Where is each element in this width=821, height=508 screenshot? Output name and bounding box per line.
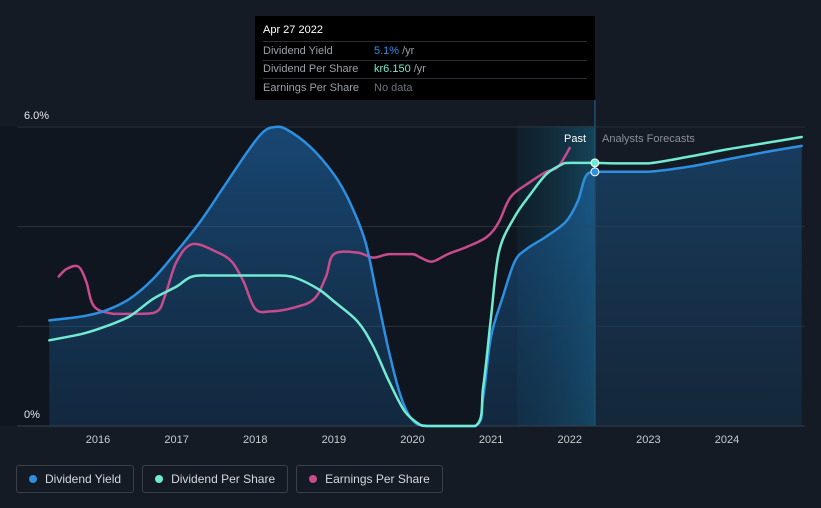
x-tick-label: 2022 (558, 434, 582, 446)
legend-item-earnings-per-share[interactable]: Earnings Per Share (296, 465, 443, 493)
y-tick-label: 0% (24, 409, 40, 421)
past-region-label: Past (564, 133, 586, 145)
tooltip-unit: /yr (413, 63, 426, 76)
legend-dot-icon (155, 475, 164, 483)
tooltip-row-earnings-per-share: Earnings Per Share No data (263, 79, 587, 97)
tooltip-value: No data (374, 81, 413, 94)
x-tick-label: 2018 (243, 434, 267, 446)
tooltip-label: Dividend Per Share (263, 63, 359, 76)
y-tick-label: 6.0% (24, 110, 49, 122)
x-tick-label: 2024 (715, 434, 739, 446)
series-line-earnings-per-share (57, 146, 572, 316)
legend-label: Dividend Per Share (171, 472, 276, 486)
forecast-region (594, 126, 805, 426)
legend-dot-icon (29, 475, 37, 483)
tooltip-marker-dividend-per-share (590, 158, 600, 168)
x-tick-label: 2017 (164, 434, 188, 446)
series-line-dividend-per-share (48, 135, 803, 428)
x-tick-label: 2016 (86, 434, 110, 446)
legend-item-dividend-yield[interactable]: Dividend Yield (16, 465, 135, 493)
x-tick-label: 2021 (479, 434, 503, 446)
series-area-dividend-yield (49, 126, 802, 426)
tooltip-row-dividend-yield: Dividend Yield 5.1% /yr (263, 42, 587, 60)
tooltip-row-dividend-per-share: Dividend Per Share kr6.150 /yr (263, 61, 587, 79)
legend: Dividend Yield Dividend Per Share Earnin… (16, 465, 443, 493)
tooltip-label: Dividend Yield (263, 44, 333, 57)
legend-label: Earnings Per Share (325, 472, 430, 486)
tooltip-marker-dividend-yield (590, 167, 600, 177)
tooltip-value: kr6.150 (374, 63, 411, 76)
x-tick-label: 2019 (322, 434, 346, 446)
x-tick-label: 2020 (400, 434, 424, 446)
tooltip: Apr 27 2022 Dividend Yield 5.1% /yr Divi… (255, 16, 595, 100)
tooltip-value: 5.1% (374, 44, 400, 57)
legend-item-dividend-per-share[interactable]: Dividend Per Share (142, 465, 289, 493)
legend-dot-icon (309, 475, 318, 483)
tooltip-date: Apr 27 2022 (263, 24, 323, 36)
x-tick-label: 2023 (636, 434, 660, 446)
forecast-region-label: Analysts Forecasts (602, 133, 695, 145)
tooltip-label: Earnings Per Share (263, 81, 359, 94)
tooltip-unit: /yr (402, 44, 415, 57)
legend-label: Dividend Yield (45, 472, 122, 486)
